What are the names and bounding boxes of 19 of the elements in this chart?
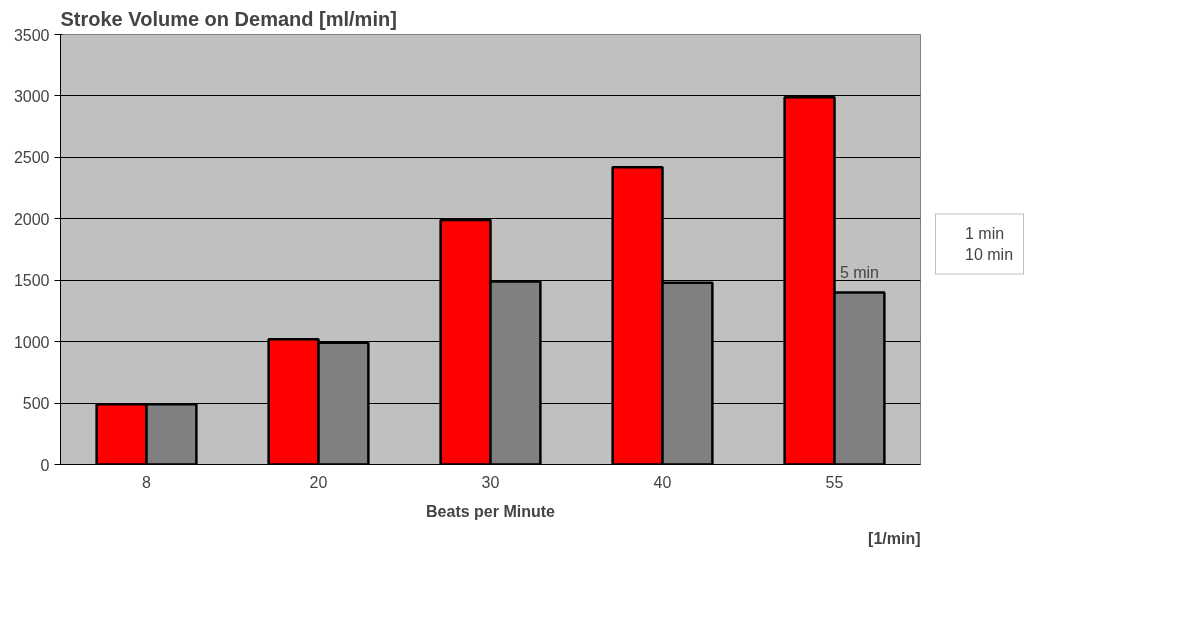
x-axis-title: Beats per Minute [426,502,556,520]
y-tick-label: 2000 [13,210,50,228]
text: [1/min] [868,529,921,547]
y-tick-label: 2500 [13,149,50,167]
chart-title: Stroke Volume on Demand [ml/min] [60,7,397,30]
y-tick-label: 1500 [13,272,50,290]
text: 1 min [965,224,1005,242]
y-tick-label: 3000 [13,87,50,105]
annotation: 5 min [839,263,879,281]
y-tick-label: 0 [40,456,50,474]
y-tick-label: 3500 [13,26,50,44]
x-tick-label: 55 [825,473,844,491]
x-tick-label: 8 [142,473,152,491]
y-tick-label: 500 [22,395,50,413]
x-tick-label: 30 [481,473,500,491]
x-tick-label: 20 [309,473,328,491]
x-tick-label: 40 [653,473,672,491]
text: 10 min [965,245,1014,263]
y-tick-label: 1000 [13,333,50,351]
